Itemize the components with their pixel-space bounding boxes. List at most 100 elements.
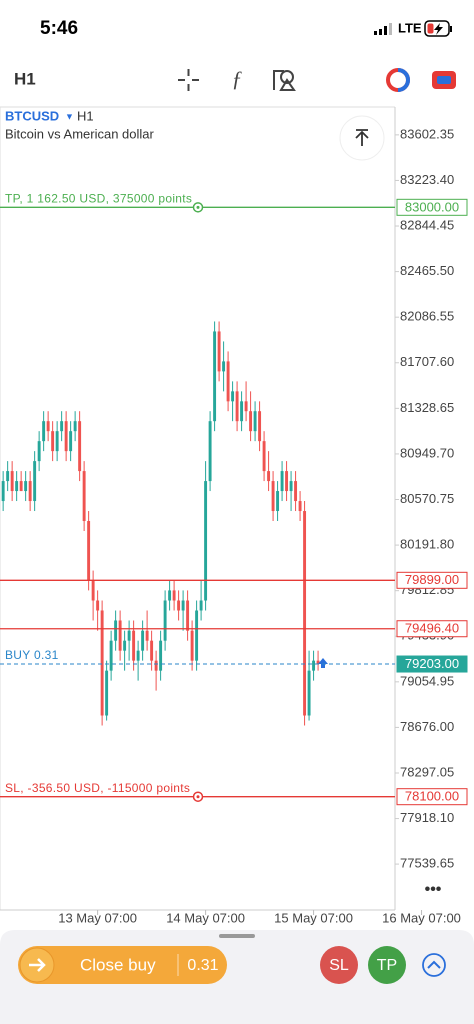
scroll-top-button[interactable] [339, 115, 385, 161]
one-click-button[interactable] [432, 71, 456, 89]
candle-body [231, 391, 235, 402]
y-tick-label: 77918.10 [400, 810, 454, 825]
candle-body [271, 481, 275, 512]
x-tick-label: 15 May 07:00 [274, 910, 353, 925]
candle-body [154, 660, 158, 671]
candle-body [276, 491, 280, 512]
candle-body [303, 511, 307, 716]
y-tick-label: 80570.75 [400, 491, 454, 506]
network: LTE [398, 20, 422, 35]
close-buy-label: Close buy [80, 955, 156, 974]
y-tick-label: 82086.55 [400, 309, 454, 324]
candle-body [96, 600, 100, 611]
tp-label: TP [377, 957, 397, 974]
sl-label: SL [329, 957, 349, 974]
candle-body [163, 600, 167, 641]
candle-body [118, 620, 122, 651]
candle-body [312, 660, 316, 671]
candle-body [285, 471, 289, 492]
volume-label: 0.31 [187, 957, 218, 974]
candle-body [55, 431, 59, 452]
candle-body [204, 481, 208, 601]
trade-button[interactable] [386, 68, 410, 92]
candle-body [82, 471, 86, 522]
price-label: 79496.40 [405, 621, 459, 636]
battery-icon [424, 20, 452, 37]
candle-body [226, 361, 230, 402]
crosshair-button[interactable] [178, 69, 199, 91]
sl-button[interactable] [320, 946, 358, 984]
candle-body [123, 640, 127, 651]
timeframe-button[interactable]: H1 [14, 69, 36, 88]
level-drag-dot [196, 795, 200, 799]
candle-body [100, 610, 104, 716]
y-tick-label: 78676.00 [400, 719, 454, 734]
candle-body [127, 630, 131, 641]
indicators-button[interactable]: ƒ [232, 66, 243, 91]
y-tick-label: 81707.60 [400, 354, 454, 369]
candle-body [316, 660, 320, 665]
candle-body [258, 411, 262, 442]
x-tick-label: 13 May 07:00 [58, 910, 137, 925]
close-buy-button[interactable] [18, 946, 227, 984]
candle-body [64, 421, 68, 452]
candle-body [177, 600, 181, 611]
candle-body [78, 421, 82, 472]
candle-body [213, 331, 217, 422]
candle-body [28, 481, 32, 502]
candle-body [87, 521, 91, 581]
candle-body [15, 481, 19, 492]
candle-body [195, 610, 199, 661]
expand-button[interactable] [422, 953, 446, 977]
candle-body [145, 630, 149, 641]
y-tick-label: 79054.95 [400, 673, 454, 688]
candle-body [235, 391, 239, 422]
candle-body [42, 421, 46, 442]
drag-handle[interactable] [219, 934, 255, 938]
tp-button[interactable] [368, 946, 406, 984]
y-tick-label: 77539.65 [400, 856, 454, 871]
candle-body [253, 411, 257, 432]
y-tick-label: 80191.80 [400, 537, 454, 552]
candle-body [190, 630, 194, 661]
objects-button[interactable] [273, 70, 296, 91]
y-tick-label: 82844.45 [400, 217, 454, 232]
candle-body [37, 441, 41, 462]
candle-body [181, 600, 185, 611]
y-tick-label: 80949.70 [400, 445, 454, 460]
candle-body [105, 670, 109, 716]
candle-body [222, 361, 226, 372]
candle-body [249, 411, 253, 432]
price-level-name: TP, 1 162.50 USD, 375000 points [5, 191, 192, 205]
y-tick-label: 83223.40 [400, 172, 454, 187]
candle-body [240, 401, 244, 422]
candle-body [60, 421, 64, 432]
symbol[interactable]: BTCUSD [5, 108, 59, 123]
price-label: 79899.00 [405, 572, 459, 587]
y-tick-label: 83602.35 [400, 126, 454, 141]
candle-body [159, 640, 163, 671]
candle-body [69, 431, 73, 452]
candle-body [298, 501, 302, 512]
candle-body [168, 590, 172, 601]
price-label: 78100.00 [405, 789, 459, 804]
y-tick-label: 82465.50 [400, 263, 454, 278]
candle-body [262, 441, 266, 472]
more-button[interactable]: ••• [425, 881, 442, 898]
candle-body [244, 401, 248, 412]
candle-body [267, 471, 271, 482]
candle-body [217, 331, 221, 372]
candle-body [109, 640, 113, 671]
chart-timeframe: H1 [77, 108, 94, 123]
candle-body [136, 650, 140, 661]
symbol-dropdown[interactable]: ▼ [65, 111, 74, 121]
candle-body [280, 471, 284, 492]
level-drag-dot [196, 205, 200, 209]
candle-body [141, 630, 145, 651]
candle-body [199, 600, 203, 611]
candle-body [208, 421, 212, 482]
symbol-description: Bitcoin vs American dollar [5, 126, 155, 141]
price-label: 83000.00 [405, 199, 459, 214]
